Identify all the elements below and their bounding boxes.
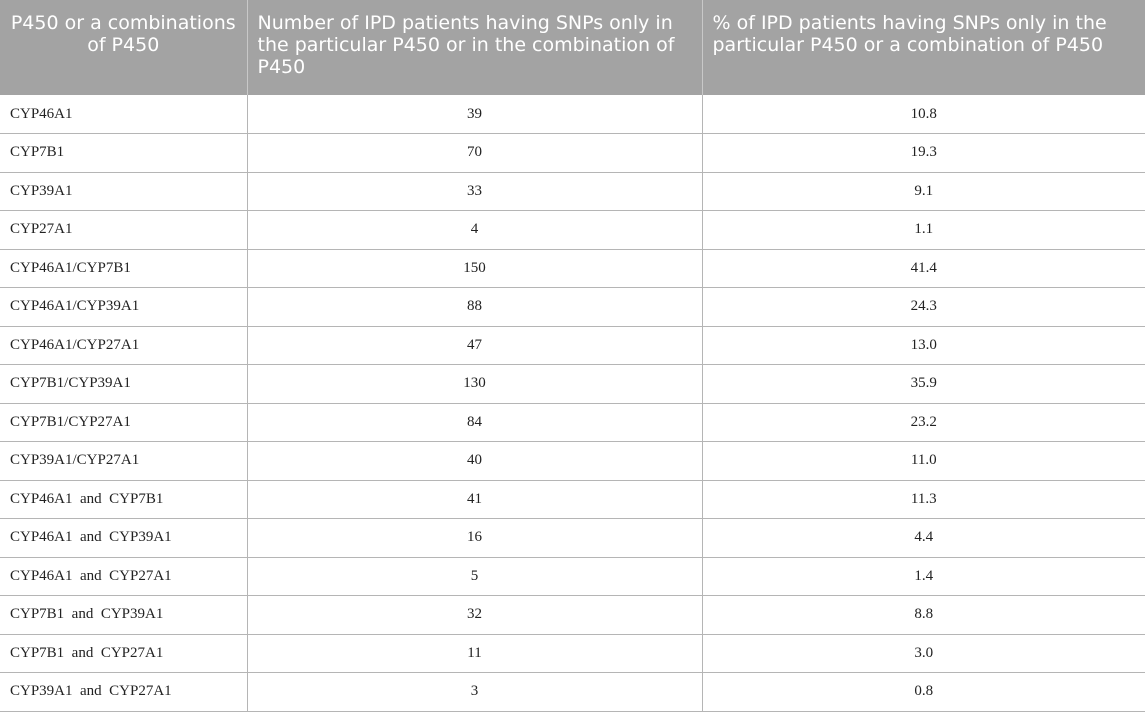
header-row: P450 or a combinations of P450 Number of… <box>0 0 1145 95</box>
cell-patient-count: 47 <box>246 326 703 365</box>
cell-patient-count: 33 <box>246 172 703 211</box>
cell-p450: CYP39A1 and CYP27A1 <box>0 672 248 712</box>
cell-p450: CYP7B1/CYP27A1 <box>0 403 248 442</box>
cell-patient-count: 4 <box>246 210 703 250</box>
cell-patient-percent: 3.0 <box>701 634 1145 673</box>
cell-patient-percent: 4.4 <box>701 518 1145 558</box>
table-row: CYP27A1 4 1.1 <box>0 210 1145 250</box>
cell-patient-percent: 23.2 <box>701 403 1145 442</box>
table-row: CYP7B1 70 19.3 <box>0 133 1145 173</box>
cell-patient-count: 84 <box>246 403 703 442</box>
cell-p450: CYP27A1 <box>0 210 248 250</box>
cell-patient-percent: 10.8 <box>701 95 1145 134</box>
table-row: CYP7B1 and CYP27A1 11 3.0 <box>0 634 1145 673</box>
cell-patient-percent: 8.8 <box>701 595 1145 635</box>
table-row: CYP39A1 and CYP27A1 3 0.8 <box>0 672 1145 712</box>
table-row: CYP46A1 and CYP39A1 16 4.4 <box>0 518 1145 558</box>
cell-p450: CYP7B1 and CYP27A1 <box>0 634 248 673</box>
table-row: CYP46A1 and CYP7B1 41 11.3 <box>0 480 1145 519</box>
table-header: P450 or a combinations of P450 Number of… <box>0 0 1145 95</box>
cell-patient-count: 70 <box>246 133 703 173</box>
cell-patient-count: 150 <box>246 249 703 288</box>
table-row: CYP46A1 and CYP27A1 5 1.4 <box>0 557 1145 596</box>
cell-patient-percent: 9.1 <box>701 172 1145 211</box>
header-patient-percent: % of IPD patients having SNPs only in th… <box>712 12 1107 56</box>
cell-p450: CYP46A1 <box>0 95 248 134</box>
cell-p450: CYP46A1/CYP39A1 <box>0 287 248 327</box>
cell-p450: CYP7B1 <box>0 133 248 173</box>
cell-patient-percent: 35.9 <box>701 364 1145 404</box>
table-body: CYP46A1 39 10.8 CYP7B1 70 19.3 CYP39A1 33 9.1 CYP… <box>0 95 1145 712</box>
cell-patient-percent: 24.3 <box>701 287 1145 327</box>
cell-patient-count: 5 <box>246 557 703 596</box>
cell-patient-count: 3 <box>246 672 703 712</box>
cell-patient-count: 41 <box>246 480 703 519</box>
table-row: CYP46A1/CYP39A1 88 24.3 <box>0 287 1145 327</box>
table-row: CYP7B1 and CYP39A1 32 8.8 <box>0 595 1145 635</box>
cell-patient-percent: 11.3 <box>701 480 1145 519</box>
cell-p450: CYP39A1/CYP27A1 <box>0 441 248 481</box>
cell-p450: CYP46A1 and CYP7B1 <box>0 480 248 519</box>
table-row: CYP46A1 39 10.8 <box>0 95 1145 134</box>
table-row: CYP46A1/CYP7B1 150 41.4 <box>0 249 1145 288</box>
cell-patient-count: 32 <box>246 595 703 635</box>
header-p450: P450 or a combinations of P450 <box>0 0 248 95</box>
cell-p450: CYP46A1 and CYP39A1 <box>0 518 248 558</box>
header-patient-count: Number of IPD patients having SNPs only … <box>247 0 703 95</box>
table-row: CYP39A1 33 9.1 <box>0 172 1145 211</box>
table-row: CYP39A1/CYP27A1 40 11.0 <box>0 441 1145 481</box>
cell-p450: CYP46A1/CYP7B1 <box>0 249 248 288</box>
cell-p450: CYP46A1/CYP27A1 <box>0 326 248 365</box>
table-row: CYP7B1/CYP27A1 84 23.2 <box>0 403 1145 442</box>
cell-patient-percent: 41.4 <box>701 249 1145 288</box>
cell-p450: CYP7B1 and CYP39A1 <box>0 595 248 635</box>
cell-patient-percent: 11.0 <box>701 441 1145 481</box>
cell-patient-percent: 0.8 <box>701 672 1145 712</box>
table-row: CYP7B1/CYP39A1 130 35.9 <box>0 364 1145 404</box>
cell-patient-count: 130 <box>246 364 703 404</box>
cell-p450: CYP7B1/CYP39A1 <box>0 364 248 404</box>
cell-patient-percent: 19.3 <box>701 133 1145 173</box>
cell-patient-count: 16 <box>246 518 703 558</box>
cell-patient-percent: 1.4 <box>701 557 1145 596</box>
cell-patient-count: 40 <box>246 441 703 481</box>
cell-p450: CYP46A1 and CYP27A1 <box>0 557 248 596</box>
cell-patient-percent: 1.1 <box>701 210 1145 250</box>
cell-patient-count: 88 <box>246 287 703 327</box>
table-row: CYP46A1/CYP27A1 47 13.0 <box>0 326 1145 365</box>
cell-patient-count: 11 <box>246 634 703 673</box>
cell-patient-count: 39 <box>246 95 703 134</box>
cell-p450: CYP39A1 <box>0 172 248 211</box>
cell-patient-percent: 13.0 <box>701 326 1145 365</box>
